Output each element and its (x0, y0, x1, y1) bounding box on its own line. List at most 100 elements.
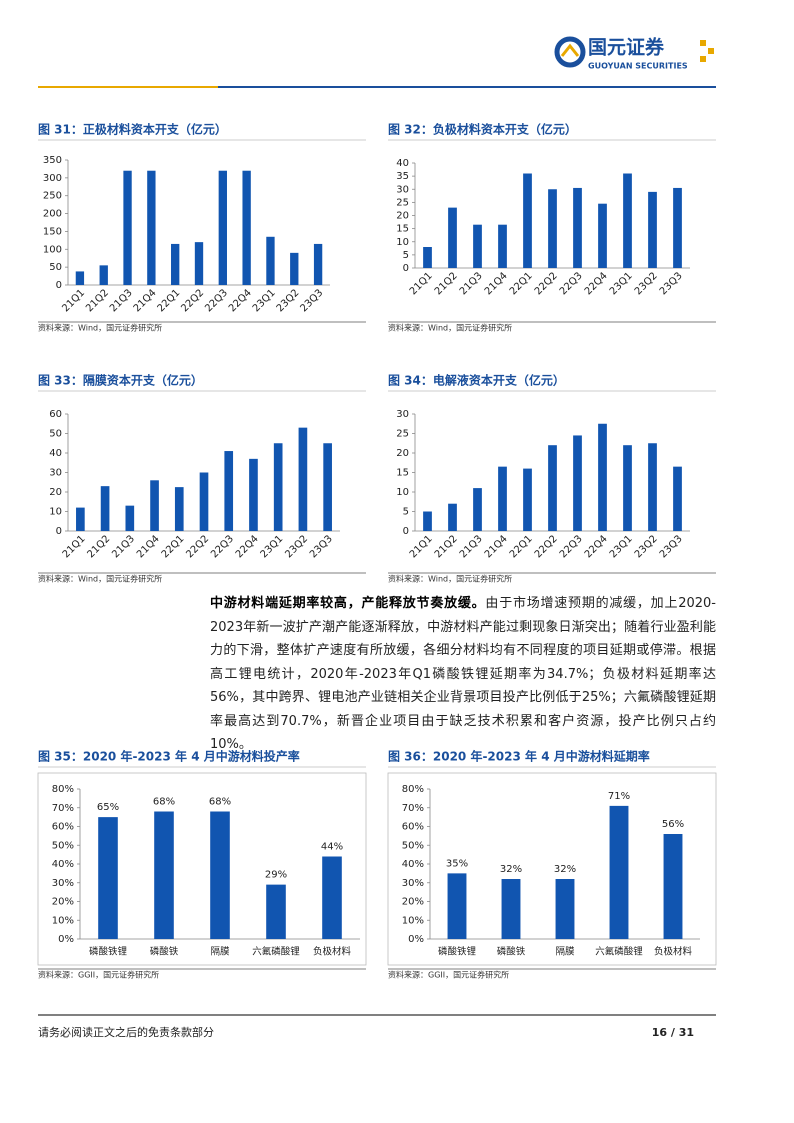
x-tick-label: 23Q2 (633, 533, 660, 560)
y-tick-label: 15 (396, 224, 409, 235)
bar (194, 242, 204, 285)
x-tick-label: 22Q4 (227, 287, 254, 314)
bar (473, 488, 482, 531)
x-tick-label: 21Q2 (433, 270, 460, 297)
y-tick-label: 10 (396, 487, 409, 498)
bar (447, 873, 467, 939)
bar (76, 507, 85, 531)
logo-deco (700, 56, 706, 62)
bar (423, 511, 432, 531)
y-tick-label: 0 (56, 280, 62, 291)
bar (623, 445, 632, 531)
x-tick-label: 21Q1 (408, 533, 435, 560)
y-tick-label: 25 (396, 197, 409, 208)
x-tick-label: 21Q1 (408, 270, 435, 297)
x-tick-label: 23Q2 (275, 287, 302, 314)
y-tick-label: 35 (396, 171, 409, 182)
paragraph-lead: 中游材料端延期率较高，产能释放节奏放缓。 (210, 596, 486, 611)
x-tick-label: 22Q2 (179, 287, 206, 314)
x-tick-label: 23Q1 (251, 287, 278, 314)
y-tick-label: 350 (43, 155, 62, 166)
x-tick-label: 六氟磷酸锂 (252, 946, 300, 958)
paragraph: 中游材料端延期率较高，产能释放节奏放缓。由于市场增速预期的减缓，加上2020-2… (210, 592, 716, 757)
bar (648, 191, 657, 268)
x-tick-label: 磷酸铁 (497, 946, 526, 958)
chart: 图 32：负极材料资本开支（亿元） 资料来源：Wind，国元证券研究所 0 5 10 15… (388, 122, 716, 333)
y-tick-label: 60% (52, 822, 74, 833)
value-label: 71% (608, 791, 630, 802)
x-tick-label: 隔膜 (555, 947, 575, 958)
chart-title: 图 33：隔膜资本开支（亿元） (38, 373, 203, 388)
y-tick-label: 40% (402, 859, 424, 870)
x-tick-label: 23Q1 (608, 533, 635, 560)
x-tick-label: 21Q4 (132, 287, 159, 314)
y-tick-label: 10 (396, 237, 409, 248)
x-tick-label: 负极材料 (313, 946, 352, 958)
logo-icon (554, 36, 586, 68)
chart-source: 资料来源：Wind，国元证券研究所 (38, 574, 162, 584)
chart-title: 图 32：负极材料资本开支（亿元） (388, 122, 577, 137)
x-tick-label: 六氟磷酸锂 (595, 946, 643, 958)
x-tick-label: 21Q3 (108, 287, 135, 314)
logo-deco (700, 40, 706, 46)
logo-en: GUOYUAN SECURITIES (588, 62, 688, 71)
y-tick-label: 30 (396, 409, 409, 420)
chart-source: 资料来源：Wind，国元证券研究所 (388, 574, 512, 584)
chart: 图 33：隔膜资本开支（亿元） 资料来源：Wind，国元证券研究所 0 10 20 30 4… (38, 373, 366, 584)
bar (573, 435, 582, 531)
x-tick-label: 23Q1 (259, 533, 286, 560)
bar (210, 811, 230, 939)
chart-title: 图 31：正极材料资本开支（亿元） (38, 122, 227, 137)
bar (423, 247, 432, 268)
bar (154, 811, 174, 939)
chart: 图 31：正极材料资本开支（亿元） 资料来源：Wind，国元证券研究所 0 50 100… (38, 122, 366, 333)
bar (501, 879, 521, 939)
bar (266, 236, 275, 285)
x-tick-label: 23Q3 (658, 533, 685, 560)
x-tick-label: 21Q4 (483, 270, 510, 297)
y-tick-label: 40 (49, 448, 62, 459)
bar (174, 487, 184, 531)
y-tick-label: 30% (52, 878, 74, 889)
value-label: 35% (446, 858, 468, 869)
value-label: 65% (97, 802, 119, 813)
x-tick-label: 21Q2 (84, 287, 111, 314)
x-tick-label: 22Q3 (209, 533, 236, 560)
y-tick-label: 70% (52, 803, 74, 814)
bar (323, 443, 332, 531)
bar (498, 224, 507, 268)
y-tick-label: 20% (402, 897, 424, 908)
x-tick-label: 22Q2 (533, 533, 560, 560)
value-label: 68% (153, 797, 175, 808)
chart: 图 35：2020 年-2023 年 4 月中游材料投产率资料来源：GGII，国… (37, 749, 367, 980)
x-tick-label: 21Q3 (458, 270, 485, 297)
y-tick-label: 60% (402, 822, 424, 833)
chart-source: 资料来源：GGII，国元证券研究所 (388, 970, 509, 980)
y-tick-label: 80% (52, 784, 74, 795)
y-tick-label: 50% (402, 840, 424, 851)
y-tick-label: 30% (402, 878, 424, 889)
footer-page: 16 / 31 (652, 1026, 694, 1039)
y-tick-label: 5 (403, 507, 409, 518)
bar (249, 458, 258, 531)
value-label: 44% (321, 842, 343, 853)
x-tick-label: 23Q3 (298, 287, 325, 314)
x-tick-label: 23Q1 (608, 270, 635, 297)
x-tick-label: 22Q2 (533, 270, 560, 297)
bar (648, 443, 657, 531)
x-tick-label: 23Q3 (308, 533, 335, 560)
bar (523, 468, 532, 531)
y-tick-label: 20 (49, 487, 62, 498)
x-tick-label: 22Q4 (234, 533, 261, 560)
y-tick-label: 15 (396, 468, 409, 479)
y-tick-label: 80% (402, 784, 424, 795)
bar (623, 173, 632, 268)
y-tick-label: 5 (403, 250, 409, 261)
bar (555, 879, 575, 939)
chart-source: 资料来源：Wind，国元证券研究所 (38, 323, 162, 333)
chart: 图 34：电解液资本开支（亿元） 资料来源：Wind，国元证券研究所 0 5 10 15 2… (388, 373, 716, 584)
bar (147, 170, 156, 285)
y-tick-label: 10% (52, 915, 74, 926)
